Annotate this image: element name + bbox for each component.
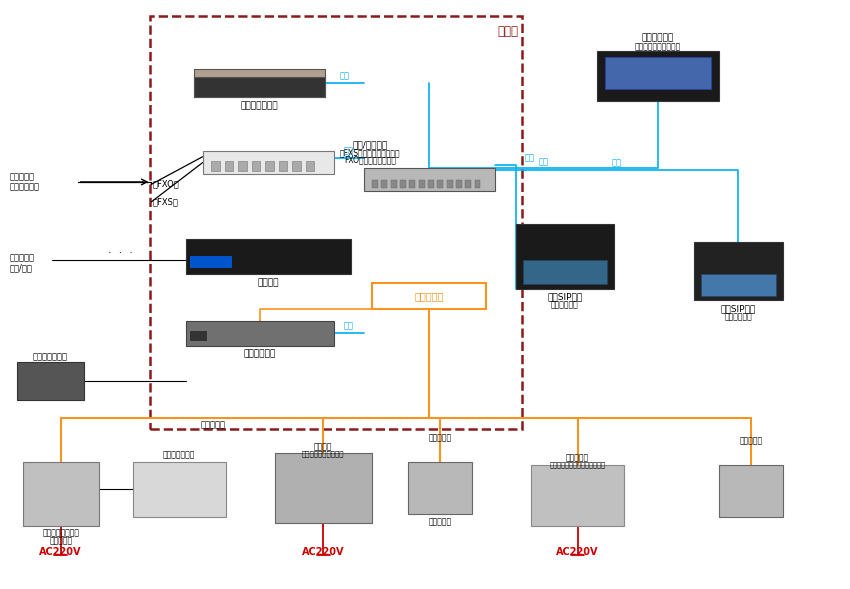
- Bar: [364, 168, 495, 191]
- Text: 网线: 网线: [612, 158, 621, 167]
- Bar: [456, 180, 462, 188]
- Bar: [523, 260, 607, 284]
- Text: 台式SIP话站: 台式SIP话站: [547, 292, 582, 302]
- Text: FXO口接外线电话线）: FXO口接外线电话线）: [344, 155, 396, 164]
- Bar: [185, 239, 351, 274]
- Text: 输入/输出: 输入/输出: [10, 264, 33, 273]
- Text: 接模拟电话机: 接模拟电话机: [10, 183, 40, 192]
- Bar: [719, 465, 783, 517]
- Bar: [428, 180, 434, 188]
- Text: 外线电话线: 外线电话线: [10, 173, 35, 182]
- Text: 广播对讲服务器: 广播对讲服务器: [241, 101, 279, 110]
- Text: 报警网关: 报警网关: [258, 278, 279, 287]
- Bar: [194, 77, 326, 97]
- Text: 防尘防水（可视）: 防尘防水（可视）: [42, 528, 79, 538]
- Text: 通道连接线: 通道连接线: [201, 420, 225, 429]
- Bar: [474, 180, 480, 188]
- Text: 网线: 网线: [539, 157, 548, 166]
- Bar: [224, 161, 233, 171]
- Bar: [190, 256, 232, 268]
- Bar: [265, 161, 274, 171]
- Text: 机柜间: 机柜间: [497, 25, 518, 38]
- Text: 防爆扬声器: 防爆扬声器: [428, 434, 452, 442]
- Text: （办公室用）: （办公室用）: [724, 312, 752, 321]
- Bar: [306, 161, 314, 171]
- Text: 数字集群网关: 数字集群网关: [244, 350, 276, 359]
- Text: 可携载无线、视频监控: 可携载无线、视频监控: [302, 451, 344, 457]
- Bar: [391, 180, 397, 188]
- Bar: [252, 161, 260, 171]
- Bar: [409, 462, 472, 514]
- Bar: [465, 180, 471, 188]
- Bar: [700, 274, 776, 296]
- Text: 网线: 网线: [339, 71, 349, 80]
- Bar: [150, 16, 523, 429]
- Text: （控制中心调度室用）: （控制中心调度室用）: [635, 42, 681, 51]
- Bar: [597, 51, 719, 101]
- Bar: [194, 69, 326, 97]
- Bar: [23, 462, 99, 526]
- Bar: [190, 332, 207, 341]
- Bar: [446, 180, 452, 188]
- Text: 语音/中继网关: 语音/中继网关: [352, 141, 388, 150]
- Bar: [238, 161, 246, 171]
- Text: 防爆控制笱: 防爆控制笱: [566, 453, 589, 462]
- Bar: [694, 241, 783, 300]
- Text: 防水号角扬声器: 防水号角扬声器: [163, 450, 196, 459]
- Text: （可作为防爆扬声器驱动装置）: （可作为防爆扬声器驱动装置）: [549, 461, 605, 468]
- Text: 报警开关量: 报警开关量: [10, 254, 35, 263]
- Bar: [372, 180, 378, 188]
- Text: 防爆扬声器: 防爆扬声器: [428, 517, 452, 526]
- Text: （办公室用）: （办公室用）: [551, 300, 579, 310]
- Text: 无线对讲车载台: 无线对讲车载台: [33, 353, 68, 362]
- Bar: [372, 283, 486, 309]
- Bar: [185, 321, 334, 346]
- Bar: [516, 224, 614, 289]
- Text: AC220V: AC220V: [39, 547, 82, 557]
- Text: 防爆扬声器: 防爆扬声器: [740, 436, 762, 445]
- Text: 台式SIP话站: 台式SIP话站: [721, 304, 756, 313]
- Bar: [275, 453, 372, 523]
- Text: ·  ·  ·: · · ·: [108, 249, 133, 259]
- Text: 接FXS口: 接FXS口: [152, 197, 178, 206]
- Bar: [437, 180, 443, 188]
- Bar: [133, 462, 226, 517]
- Bar: [400, 180, 406, 188]
- Bar: [531, 465, 624, 526]
- Bar: [17, 362, 84, 400]
- Bar: [410, 180, 416, 188]
- Bar: [211, 161, 219, 171]
- Text: 网线: 网线: [343, 322, 354, 330]
- Text: 接FXO口: 接FXO口: [152, 180, 179, 189]
- Text: 扩音对讲站: 扩音对讲站: [49, 536, 72, 545]
- Text: 触摸屏调度台: 触摸屏调度台: [642, 34, 674, 43]
- Text: AC220V: AC220V: [302, 547, 344, 557]
- Bar: [419, 180, 425, 188]
- Bar: [605, 57, 711, 90]
- Bar: [202, 151, 334, 174]
- Text: 网线: 网线: [524, 153, 535, 163]
- Text: （FXS口可接模拟电话机，: （FXS口可接模拟电话机，: [340, 148, 400, 157]
- Bar: [382, 180, 388, 188]
- Text: 网线: 网线: [343, 147, 354, 155]
- Bar: [279, 161, 287, 171]
- Text: AC220V: AC220V: [556, 547, 598, 557]
- Bar: [292, 161, 301, 171]
- Text: 防爆话站: 防爆话站: [314, 442, 332, 451]
- Text: 光纤配线架: 光纤配线架: [415, 291, 444, 300]
